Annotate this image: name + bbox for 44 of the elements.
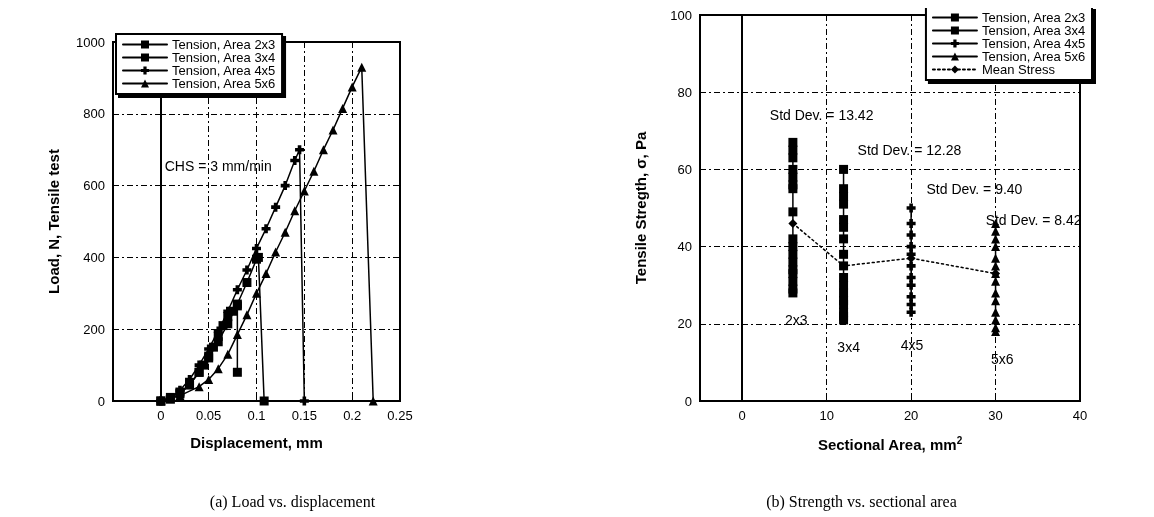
y-tick-label: 0 <box>684 393 692 409</box>
text: (a) Load vs. displacement <box>209 492 376 511</box>
x-tick-label: 0 <box>157 408 165 423</box>
y-tick-label: 1000 <box>76 34 105 50</box>
y-axis-title: Tensile Stregth, σ, Pa <box>632 131 649 285</box>
annotation: Std Dev. = 9.40 <box>926 180 1023 197</box>
legend-label: Tension, Area 5x6 <box>981 49 1086 64</box>
legend-label: Tension, Area 5x6 <box>172 76 276 91</box>
x-tick-label: 20 <box>903 408 919 423</box>
y-tick-label: 200 <box>83 321 105 337</box>
x-tick-label: 40 <box>1072 408 1088 423</box>
y-tick-label: 80 <box>677 84 692 100</box>
y-tick-label: 100 <box>670 7 692 23</box>
x-tick-label: 0.25 <box>387 408 413 423</box>
x-tick-label: 0.2 <box>343 408 362 423</box>
y-tick-label: 600 <box>83 178 105 194</box>
annotation: 5x6 <box>991 350 1014 367</box>
x-tick-label: 0 <box>738 408 746 423</box>
y-tick-label: 40 <box>677 239 692 255</box>
y-tick-label: 400 <box>83 249 105 265</box>
legend-label: Tension, Area 4x5 <box>172 63 276 78</box>
legend-label: Tension, Area 3x4 <box>981 23 1086 38</box>
annotation: CHS = 3 mm/min <box>164 157 272 174</box>
legend-label: Mean Stress <box>981 62 1056 77</box>
annotation: Std Dev. = 12.28 <box>857 142 962 159</box>
x-tick-label: 0.15 <box>291 408 317 423</box>
legend-label: Tension, Area 4x5 <box>981 36 1086 51</box>
x-axis-title: Displacement, mm <box>190 434 323 451</box>
y-tick-label: 800 <box>83 106 105 122</box>
x-tick-label: 10 <box>819 408 834 423</box>
x-tick-label: 30 <box>988 408 1003 423</box>
legend-label: Tension, Area 2x3 <box>172 37 276 52</box>
x-tick-label: 0.1 <box>247 408 266 423</box>
text: (b) Strength vs. sectional area <box>766 492 957 511</box>
annotation: Std Dev. = 13.42 <box>769 107 874 124</box>
annotation: 3x4 <box>837 338 861 355</box>
legend-label: Tension, Area 3x4 <box>172 50 276 65</box>
y-tick-label: 20 <box>677 316 692 332</box>
y-tick-label: 0 <box>97 393 105 409</box>
x-tick-label: 0.05 <box>196 408 222 423</box>
y-axis-title: Load, N, Tensile test <box>45 149 62 294</box>
annotation: 4x5 <box>900 337 924 354</box>
y-tick-label: 60 <box>677 161 692 177</box>
legend-label: Tension, Area 2x3 <box>981 10 1086 25</box>
